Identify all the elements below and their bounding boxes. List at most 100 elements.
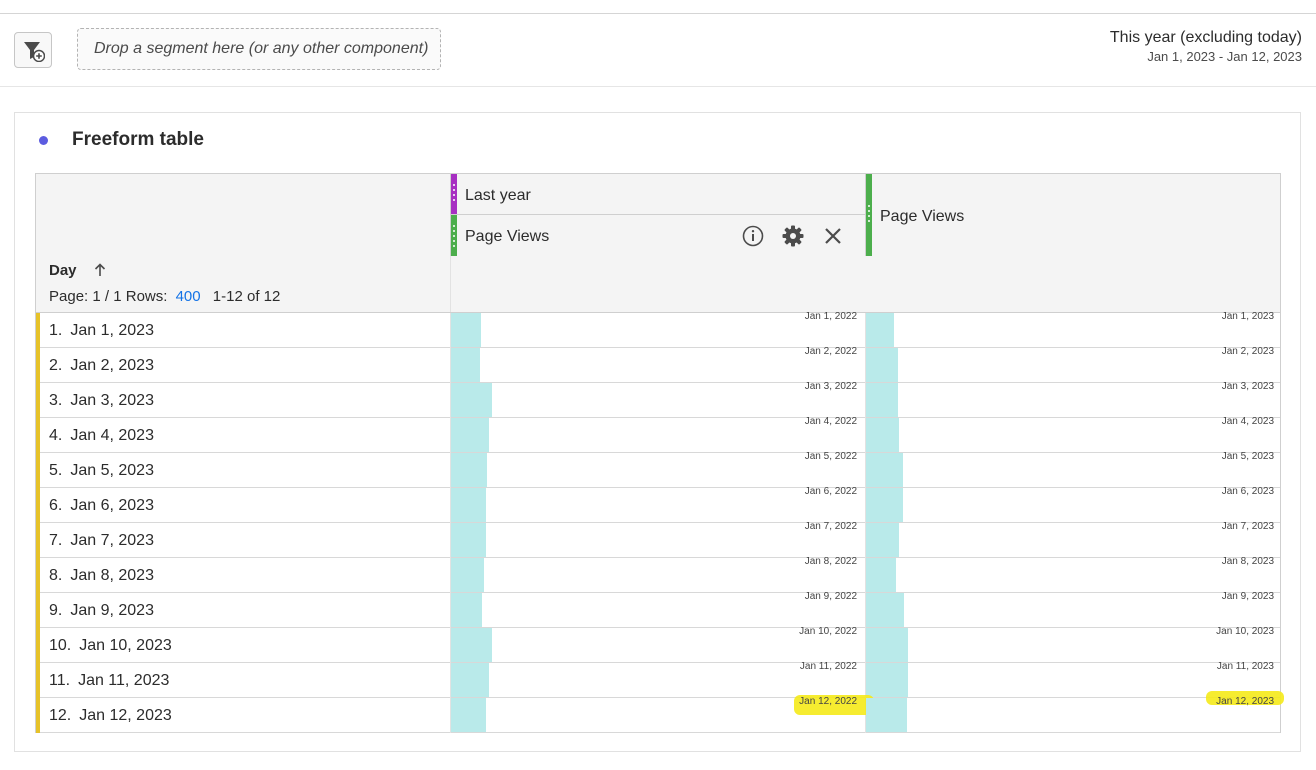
row-day[interactable]: Jan 7, 2023: [70, 532, 154, 549]
top-divider: [0, 13, 1316, 14]
cell-date-label: Jan 3, 2022: [804, 381, 857, 392]
row-day[interactable]: Jan 2, 2023: [70, 357, 154, 374]
metric-column-label[interactable]: Page Views: [465, 228, 550, 245]
column-divider: [865, 698, 866, 733]
gear-icon: [782, 225, 804, 247]
row-number: 5.: [49, 462, 63, 479]
cell-bar: [866, 698, 907, 732]
segment-column-label[interactable]: Last year: [465, 187, 531, 204]
settings-button[interactable]: [781, 224, 805, 248]
cell-date-label: Jan 10, 2023: [1216, 626, 1274, 637]
table-row[interactable]: 6. Jan 6, 2023 Jan 6, 2022 Jan 6, 2023: [36, 486, 1280, 523]
cell-bar: [451, 698, 486, 732]
table-row[interactable]: 8. Jan 8, 2023 Jan 8, 2022 Jan 8, 2023: [36, 556, 1280, 593]
cell-date-label: Jan 1, 2023: [1221, 311, 1274, 322]
column-divider: [865, 453, 866, 488]
info-button[interactable]: [741, 224, 765, 248]
cell-bar: [451, 628, 492, 662]
cell-bar: [866, 418, 899, 452]
column-divider: [865, 348, 866, 383]
table-row[interactable]: 11. Jan 11, 2023 Jan 11, 2022 Jan 11, 2023: [36, 661, 1280, 698]
row-marker: [36, 418, 40, 453]
add-filter-button[interactable]: [14, 32, 52, 68]
row-marker: [36, 383, 40, 418]
segment-drag-handle[interactable]: [451, 174, 457, 214]
column-divider: [865, 488, 866, 523]
cell-date-label: Jan 2, 2023: [1221, 346, 1274, 357]
cell-date-label: Jan 8, 2023: [1221, 556, 1274, 567]
metric-column-label[interactable]: Page Views: [880, 208, 965, 225]
cell-date-label: Jan 9, 2022: [804, 591, 857, 602]
table-row[interactable]: 2. Jan 2, 2023 Jan 2, 2022 Jan 2, 2023: [36, 346, 1280, 383]
table-row[interactable]: 10. Jan 10, 2023 Jan 10, 2022 Jan 10, 2023: [36, 626, 1280, 663]
row-marker: [36, 558, 40, 593]
sort-ascending-icon[interactable]: [94, 263, 106, 277]
table-row[interactable]: 3. Jan 3, 2023 Jan 3, 2022 Jan 3, 2023: [36, 381, 1280, 418]
row-day[interactable]: Jan 3, 2023: [70, 392, 154, 409]
row-day[interactable]: Jan 5, 2023: [70, 462, 154, 479]
row-day[interactable]: Jan 12, 2023: [79, 707, 172, 724]
row-day[interactable]: Jan 4, 2023: [70, 427, 154, 444]
rows-per-page-link[interactable]: 400: [175, 288, 201, 305]
row-marker: [36, 628, 40, 663]
row-day[interactable]: Jan 1, 2023: [70, 322, 154, 339]
table-row[interactable]: 1. Jan 1, 2023 Jan 1, 2022 Jan 1, 2023: [36, 311, 1280, 348]
rows-label: Rows:: [125, 288, 168, 305]
segment-dropzone[interactable]: Drop a segment here (or any other compon…: [77, 28, 441, 70]
column-divider: [450, 663, 451, 698]
row-day[interactable]: Jan 10, 2023: [79, 637, 172, 654]
panel-title[interactable]: Freeform table: [72, 129, 204, 150]
row-label: 8. Jan 8, 2023: [49, 567, 154, 585]
metric-drag-handle[interactable]: [451, 215, 457, 256]
row-number: 11.: [49, 672, 71, 689]
table-row[interactable]: 9. Jan 9, 2023 Jan 9, 2022 Jan 9, 2023: [36, 591, 1280, 628]
row-marker: [36, 453, 40, 488]
cell-bar: [451, 488, 486, 522]
cell-bar: [451, 383, 492, 417]
cell-date-label: Jan 5, 2022: [804, 451, 857, 462]
column-divider: [865, 663, 866, 698]
cell-date-label: Jan 9, 2023: [1221, 591, 1274, 602]
row-number: 9.: [49, 602, 63, 619]
cell-bar: [866, 523, 899, 557]
cell-date-label: Jan 7, 2022: [804, 521, 857, 532]
row-day[interactable]: Jan 11, 2023: [78, 672, 170, 689]
date-range-title: This year (excluding today): [1109, 29, 1302, 46]
table-row[interactable]: 7. Jan 7, 2023 Jan 7, 2022 Jan 7, 2023: [36, 521, 1280, 558]
column-divider: [450, 628, 451, 663]
header-divider: [451, 214, 865, 215]
row-day[interactable]: Jan 8, 2023: [70, 567, 154, 584]
date-range-picker[interactable]: This year (excluding today) Jan 1, 2023 …: [1110, 28, 1302, 66]
row-label: 6. Jan 6, 2023: [49, 497, 154, 515]
cell-bar: [451, 453, 487, 487]
row-number: 2.: [49, 357, 63, 374]
table-row[interactable]: 5. Jan 5, 2023 Jan 5, 2022 Jan 5, 2023: [36, 451, 1280, 488]
info-icon: [742, 225, 764, 247]
column-divider: [450, 453, 451, 488]
column-divider: [450, 256, 451, 312]
column-divider: [450, 313, 451, 348]
row-label: 7. Jan 7, 2023: [49, 532, 154, 550]
row-label: 10. Jan 10, 2023: [49, 637, 172, 655]
remove-column-button[interactable]: [821, 224, 845, 248]
segment-bar: Drop a segment here (or any other compon…: [0, 14, 1316, 87]
dimension-header: Day Page: 1 / 1 Rows: 400 1-12 of 12: [36, 256, 1280, 313]
row-day[interactable]: Jan 9, 2023: [70, 602, 154, 619]
metric-drag-handle[interactable]: [866, 174, 872, 256]
table-row[interactable]: 12. Jan 12, 2023 Jan 12, 2022 Jan 12, 2023: [36, 691, 1284, 733]
cell-date-label: Jan 4, 2022: [804, 416, 857, 427]
row-number: 6.: [49, 497, 63, 514]
cell-bar: [451, 313, 481, 347]
cell-bar: [866, 313, 894, 347]
cell-bar: [866, 383, 898, 417]
dimension-label[interactable]: Day: [49, 262, 77, 279]
row-day[interactable]: Jan 6, 2023: [70, 497, 154, 514]
column-divider: [865, 523, 866, 558]
table-row[interactable]: 4. Jan 4, 2023 Jan 4, 2022 Jan 4, 2023: [36, 416, 1280, 453]
cell-bar: [866, 628, 908, 662]
column-divider: [865, 593, 866, 628]
row-marker: [36, 593, 40, 628]
column-divider: [450, 488, 451, 523]
highlight-mark: [794, 695, 874, 715]
row-marker: [36, 698, 40, 733]
